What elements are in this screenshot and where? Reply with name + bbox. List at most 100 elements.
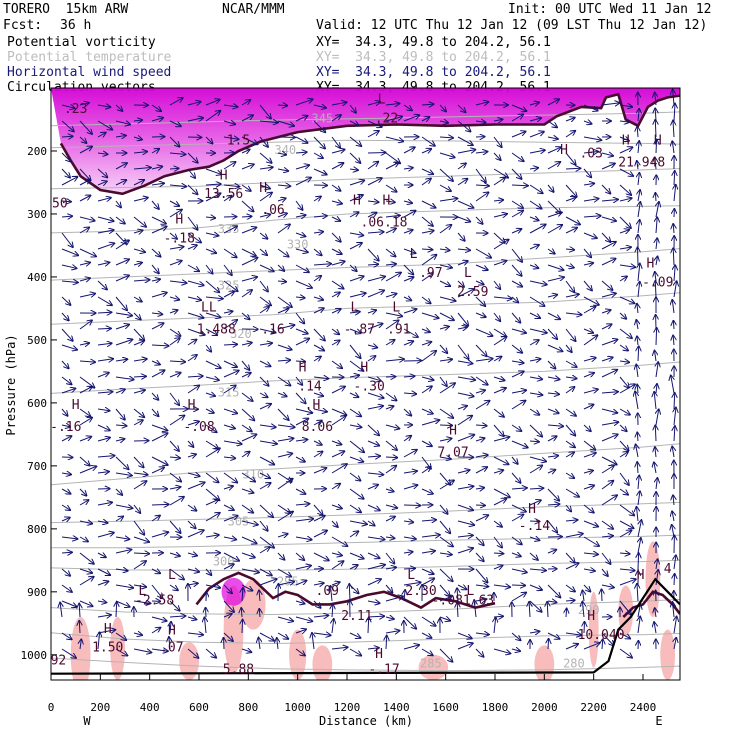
field-label-22: L (464, 266, 472, 281)
circulation-vector (79, 248, 96, 256)
circulation-vector (133, 601, 151, 603)
circulation-vector (511, 585, 525, 586)
low-wind-shading-11 (645, 541, 661, 618)
circulation-vector (187, 232, 201, 243)
circulation-vector (187, 216, 198, 230)
circulation-vector (637, 462, 638, 474)
circulation-vector (457, 504, 473, 510)
circulation-vector (529, 500, 541, 506)
circulation-vector (529, 552, 538, 560)
circulation-vector (638, 476, 639, 490)
circulation-vector (421, 386, 432, 394)
circulation-vector (475, 552, 484, 561)
circulation-vector (349, 312, 360, 313)
circulation-vector (565, 197, 576, 201)
circulation-vector (493, 119, 502, 121)
circulation-vector (511, 632, 521, 640)
circulation-vector (511, 488, 527, 489)
circulation-vector (656, 570, 658, 586)
circulation-vector (116, 602, 117, 618)
circulation-vector (331, 582, 340, 585)
circulation-vector (637, 584, 638, 602)
circulation-vector (367, 162, 378, 170)
circulation-vector (259, 185, 270, 189)
circulation-vector (205, 500, 218, 506)
circulation-vector (403, 552, 413, 553)
circulation-vector (205, 328, 217, 335)
circulation-vector (223, 564, 234, 570)
theta-contour-300 (51, 534, 680, 549)
circulation-vector (475, 359, 493, 361)
circulation-vector (151, 118, 163, 121)
circulation-vector (277, 213, 287, 217)
circulation-vector (79, 604, 80, 618)
circulation-vector (295, 178, 311, 186)
circulation-vector (493, 168, 508, 178)
circulation-vector (133, 120, 142, 121)
circulation-vector (601, 632, 614, 645)
circulation-vector (385, 466, 396, 474)
circulation-vector (403, 341, 413, 345)
circulation-vector (367, 648, 379, 649)
circulation-vector (403, 505, 420, 506)
circulation-vector (619, 472, 629, 485)
y-tick-label-700: 700 (27, 460, 47, 473)
circulation-vector (79, 600, 93, 606)
circulation-vector (97, 216, 114, 221)
circulation-vector (61, 201, 71, 202)
legend-theta: Potential temperature (7, 50, 172, 65)
circulation-vector (133, 561, 146, 570)
circulation-vector (205, 111, 220, 122)
circulation-vector (79, 103, 89, 105)
circulation-vector (385, 617, 394, 619)
y-tick-label-900: 900 (27, 586, 47, 599)
circulation-vector (349, 264, 357, 271)
circulation-vector (115, 104, 122, 111)
y-tick-label-800: 800 (27, 523, 47, 536)
circulation-vector (656, 217, 657, 234)
circulation-vector (367, 310, 376, 313)
circulation-vector (547, 295, 557, 297)
x-tick-label-600: 600 (189, 701, 209, 714)
field-label-23: 2.59 (457, 285, 488, 300)
circulation-vector (115, 163, 127, 170)
circulation-vector (619, 276, 627, 281)
circulation-vector (367, 565, 385, 570)
circulation-vector (169, 361, 185, 362)
circulation-vector (205, 535, 219, 537)
field-label-46: -.14 (519, 519, 550, 534)
circulation-vector (674, 104, 675, 122)
circulation-vector (656, 238, 657, 250)
circulation-vector (439, 198, 457, 201)
circulation-vector (61, 632, 72, 639)
circulation-vector (457, 344, 469, 359)
circulation-vector (331, 163, 343, 170)
circulation-vector (475, 585, 488, 587)
circulation-vector (295, 601, 305, 604)
circulation-vector (205, 280, 219, 292)
circulation-vector (61, 408, 68, 416)
circulation-vector (206, 608, 207, 618)
circulation-vector (295, 280, 312, 288)
theta-label-320: 320 (230, 327, 252, 341)
circulation-vector (61, 177, 77, 186)
circulation-vector (403, 297, 411, 300)
circulation-vector (529, 377, 542, 379)
circulation-vector (115, 325, 129, 330)
circulation-vector (654, 462, 656, 474)
circulation-vector (115, 359, 127, 361)
circulation-vector (349, 344, 361, 358)
circulation-vector (169, 440, 179, 451)
legend-wind: Horizontal wind speed (7, 65, 172, 80)
circulation-vector (241, 552, 255, 557)
circulation-vector (259, 280, 268, 291)
circulation-vector (638, 190, 640, 202)
circulation-vector (241, 434, 256, 442)
circulation-vector (331, 647, 348, 649)
circulation-vector (349, 136, 361, 146)
circulation-vector (205, 617, 207, 634)
circulation-vector (655, 158, 656, 170)
circulation-vector (583, 358, 596, 361)
circulation-vector (259, 404, 271, 410)
circulation-vector (511, 104, 526, 111)
